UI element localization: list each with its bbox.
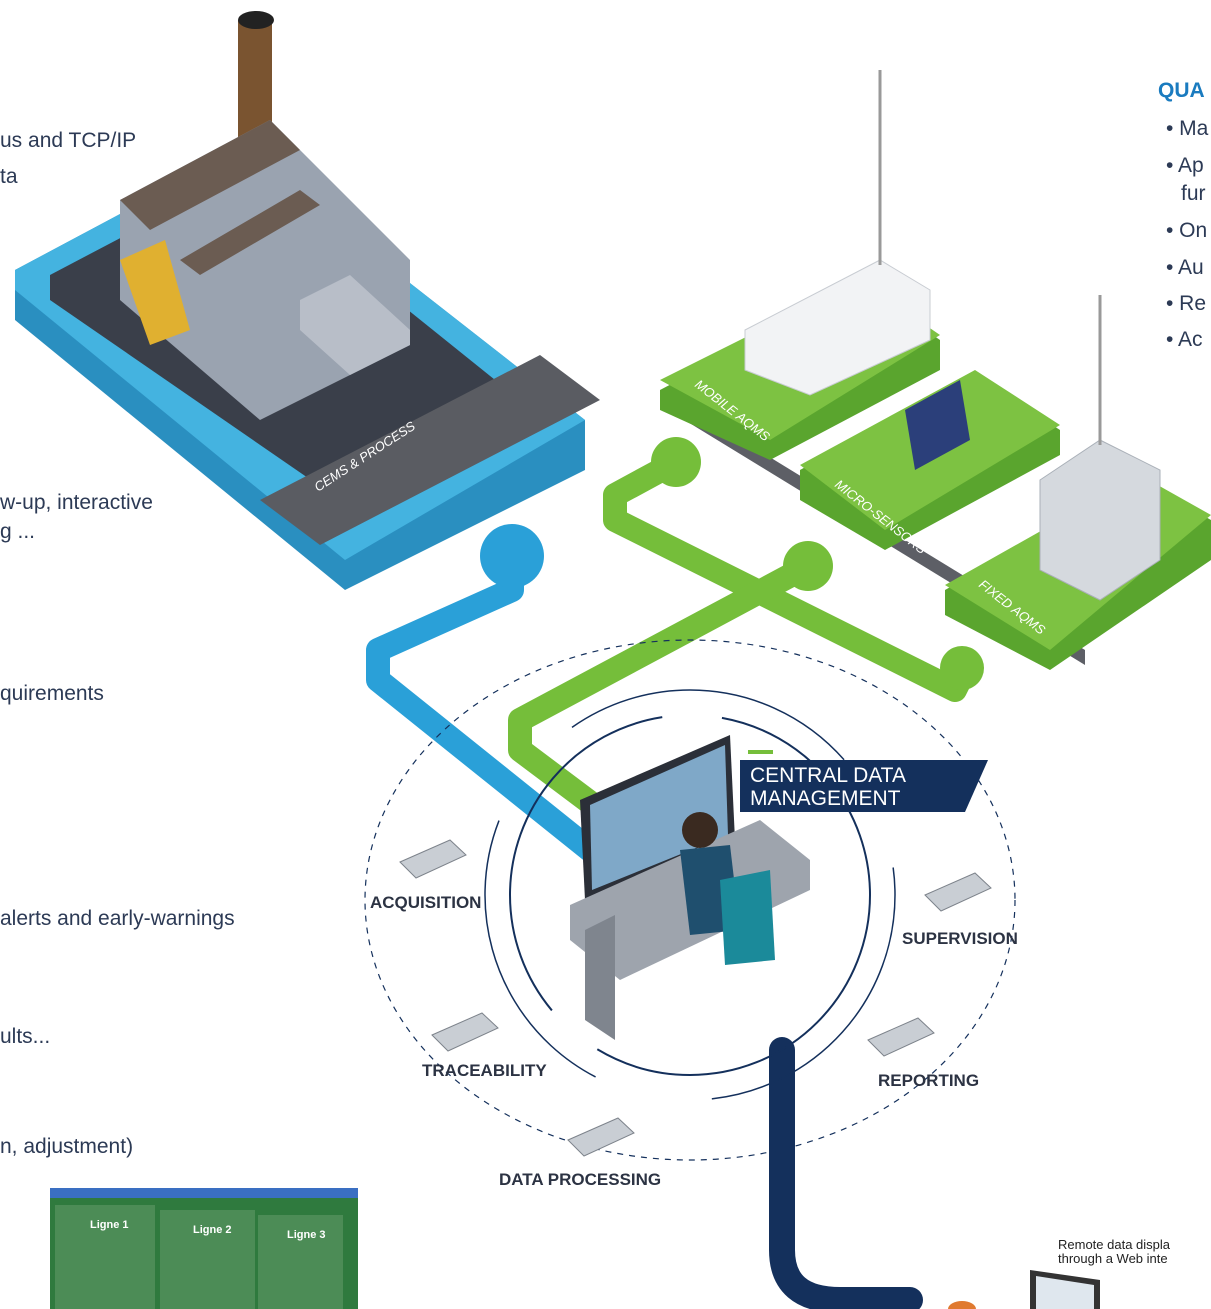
left-line: alerts and early-warnings	[0, 907, 235, 930]
cycle-part-part	[868, 1018, 934, 1056]
remote-text: through a Web inte	[1058, 1251, 1168, 1266]
quality-panel: QUA • Ma • Ap fur • On • Au • Re • Ac	[1158, 79, 1209, 351]
cems-platform-part	[238, 11, 274, 29]
screenshot: Ligne 1 Ligne 2 Ligne 3	[50, 1188, 358, 1309]
cycle-label: DATA PROCESSING	[499, 1170, 661, 1189]
left-line: ta	[0, 165, 18, 188]
cycle-label: REPORTING	[878, 1071, 979, 1090]
panel-item: fur	[1181, 182, 1206, 205]
panel-item: • Re	[1166, 292, 1206, 315]
screen-column: Ligne 3	[287, 1229, 326, 1241]
cycle-part-part	[400, 840, 466, 878]
panel-item: • On	[1166, 219, 1207, 242]
cycle-part-part	[432, 1013, 498, 1051]
infographic: us and TCP/IP ta w-up, interactive g ...…	[0, 0, 1211, 1309]
left-line: us and TCP/IP	[0, 129, 136, 152]
remote-display: Remote data displa through a Web inte	[948, 1237, 1171, 1309]
central-station-part	[748, 750, 773, 754]
left-line: ults...	[0, 1025, 50, 1048]
left-line: g ...	[0, 520, 35, 543]
central-title: CENTRAL DATA	[750, 764, 906, 787]
remote-display-part	[948, 1301, 976, 1309]
panel-item: • Ma	[1166, 117, 1209, 140]
screen-column: Ligne 1	[90, 1219, 129, 1231]
pipes-part	[651, 437, 701, 487]
left-line: n, adjustment)	[0, 1135, 133, 1158]
pipes-part	[480, 524, 544, 588]
screenshot-part	[50, 1188, 358, 1198]
panel-item: • Ac	[1166, 328, 1203, 351]
panel-item: • Ap	[1166, 154, 1204, 177]
remote-text: Remote data displa	[1058, 1237, 1171, 1252]
panel-title: QUA	[1158, 79, 1205, 102]
pipes-part	[783, 541, 833, 591]
central-station-part	[682, 812, 718, 848]
cycle-label: SUPERVISION	[902, 929, 1018, 948]
pipes-part	[940, 646, 984, 690]
central-station-part	[585, 915, 615, 1040]
central-title: MANAGEMENT	[750, 787, 901, 810]
left-line: w-up, interactive	[0, 491, 153, 514]
cycle-label: TRACEABILITY	[422, 1061, 547, 1080]
left-line: quirements	[0, 682, 104, 705]
panel-item: • Au	[1166, 256, 1204, 279]
central-station-part	[720, 870, 775, 965]
cycle-part-part	[925, 873, 991, 911]
cycle-part-part	[568, 1118, 634, 1156]
screen-column: Ligne 2	[193, 1224, 232, 1236]
cycle-label: ACQUISITION	[370, 893, 481, 912]
